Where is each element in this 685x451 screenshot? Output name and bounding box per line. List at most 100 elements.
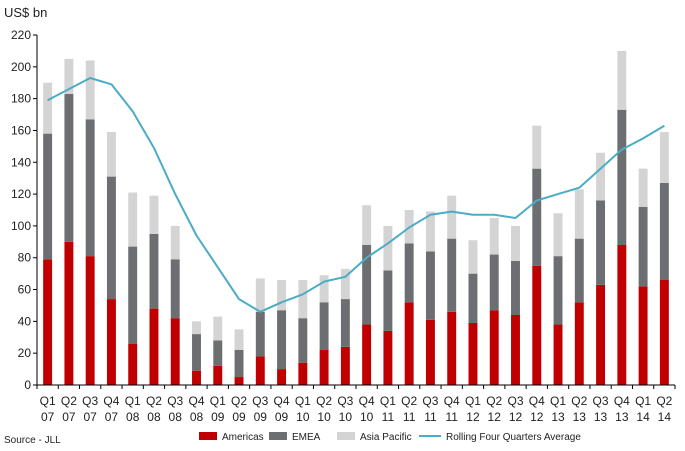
bar-segment: [234, 350, 244, 378]
legend-item-asia-pacific: Asia Pacific: [337, 432, 412, 443]
bar-segment: [170, 225, 180, 260]
bar-segment: [468, 273, 478, 323]
bar-segment: [638, 168, 648, 207]
x-tick-label-quarter: Q1: [550, 394, 566, 408]
bar-segment: [277, 369, 287, 385]
bar-segment: [192, 334, 201, 371]
bar-segment: [468, 322, 478, 385]
bar-segment: [468, 240, 478, 274]
x-tick-label-quarter: Q2: [656, 394, 672, 408]
bar-segment: [106, 176, 116, 300]
x-tick-label-year: 14: [658, 410, 672, 424]
x-tick-label-quarter: Q2: [486, 394, 502, 408]
x-tick-label-year: 08: [126, 410, 140, 424]
x-tick-label-quarter: Q2: [61, 394, 77, 408]
x-tick-label-year: 13: [573, 410, 587, 424]
x-tick-label-quarter: Q4: [274, 394, 290, 408]
bar-segment: [319, 350, 329, 385]
bar-segment: [128, 246, 138, 344]
x-tick-label-quarter: Q4: [359, 394, 375, 408]
bar-segment: [128, 192, 138, 247]
bar-segment: [106, 132, 116, 177]
bar-segment: [659, 182, 669, 280]
y-tick-label: 40: [18, 314, 32, 328]
x-tick-label-quarter: Q4: [103, 394, 119, 408]
bar-segment: [638, 286, 648, 385]
bar-segment: [617, 50, 627, 110]
bar-segment: [298, 318, 308, 363]
bar-segment: [617, 245, 627, 385]
bar-segment: [85, 60, 95, 120]
legend: Americas EMEA Asia Pacific Rolling Four Qua…: [199, 432, 581, 443]
x-tick-label-year: 07: [62, 410, 76, 424]
bar-segment: [532, 125, 542, 169]
bar-segment: [489, 217, 499, 255]
x-tick-label-quarter: Q2: [401, 394, 417, 408]
x-tick-label-quarter: Q1: [465, 394, 481, 408]
bar-segment: [340, 346, 350, 385]
x-tick-label-quarter: Q1: [210, 394, 226, 408]
bar-segment: [43, 82, 53, 134]
bar-segment: [617, 109, 627, 245]
x-tick-label-quarter: Q3: [82, 394, 98, 408]
bar-segment: [298, 280, 308, 319]
x-tick-label-quarter: Q4: [529, 394, 545, 408]
bar-segment: [383, 225, 393, 271]
bar-segment: [383, 270, 393, 331]
bar-segment: [404, 302, 414, 385]
bar-segment: [106, 299, 116, 385]
x-tick-label-year: 08: [169, 410, 183, 424]
x-tick-label-quarter: Q2: [316, 394, 332, 408]
legend-label: Asia Pacific: [360, 432, 412, 443]
x-tick-label-quarter: Q1: [40, 394, 56, 408]
x-tick-label-year: 13: [551, 410, 565, 424]
bar-segment: [638, 206, 648, 287]
bar-segment: [596, 284, 606, 385]
bar-segment: [489, 310, 499, 385]
y-axis: 0 20 40 60 80 100 120 140 160 180 200 220: [11, 28, 38, 392]
bar-segment: [234, 377, 244, 385]
bar-segment: [659, 280, 669, 385]
y-tick-label: 80: [18, 251, 32, 265]
x-tick-label-quarter: Q3: [593, 394, 609, 408]
y-tick-label: 100: [11, 219, 31, 233]
x-tick-label-quarter: Q2: [146, 394, 162, 408]
y-tick-label: 0: [24, 378, 31, 392]
x-tick-label-year: 07: [83, 410, 97, 424]
x-tick-label-quarter: Q1: [295, 394, 311, 408]
bar-segment: [255, 278, 265, 312]
x-tick-label-year: 07: [105, 410, 119, 424]
bar-segment: [574, 238, 584, 303]
bar-segment: [596, 200, 606, 285]
x-tick-label-quarter: Q1: [635, 394, 651, 408]
legend-swatch: [337, 432, 355, 440]
bar-segment: [149, 308, 159, 385]
bar-segment: [362, 245, 372, 325]
y-tick-label: 20: [18, 346, 32, 360]
bar-segment: [170, 318, 180, 385]
x-tick-label-year: 08: [147, 410, 161, 424]
bar-segment: [192, 370, 201, 385]
x-tick-label-year: 12: [509, 410, 523, 424]
x-tick-label-year: 12: [530, 410, 544, 424]
rolling-average-line-group: [47, 77, 665, 313]
source-note: Source - JLL: [4, 435, 61, 446]
x-tick-label-year: 13: [615, 410, 629, 424]
x-tick-label-quarter: Q3: [337, 394, 353, 408]
bars-group: [43, 50, 669, 385]
x-tick-label-year: 12: [488, 410, 502, 424]
bar-segment: [64, 241, 74, 385]
x-tick-label-year: 11: [403, 410, 416, 424]
x-tick-label-year: 09: [232, 410, 246, 424]
bar-segment: [213, 365, 223, 385]
bar-segment: [43, 259, 53, 385]
bar-segment: [425, 251, 435, 320]
bar-segment: [277, 310, 287, 370]
bar-segment: [43, 133, 53, 260]
x-tick-label-year: 13: [594, 410, 608, 424]
x-tick-label-year: 11: [382, 410, 395, 424]
bar-segment: [553, 324, 563, 385]
x-tick-label-quarter: Q3: [167, 394, 183, 408]
